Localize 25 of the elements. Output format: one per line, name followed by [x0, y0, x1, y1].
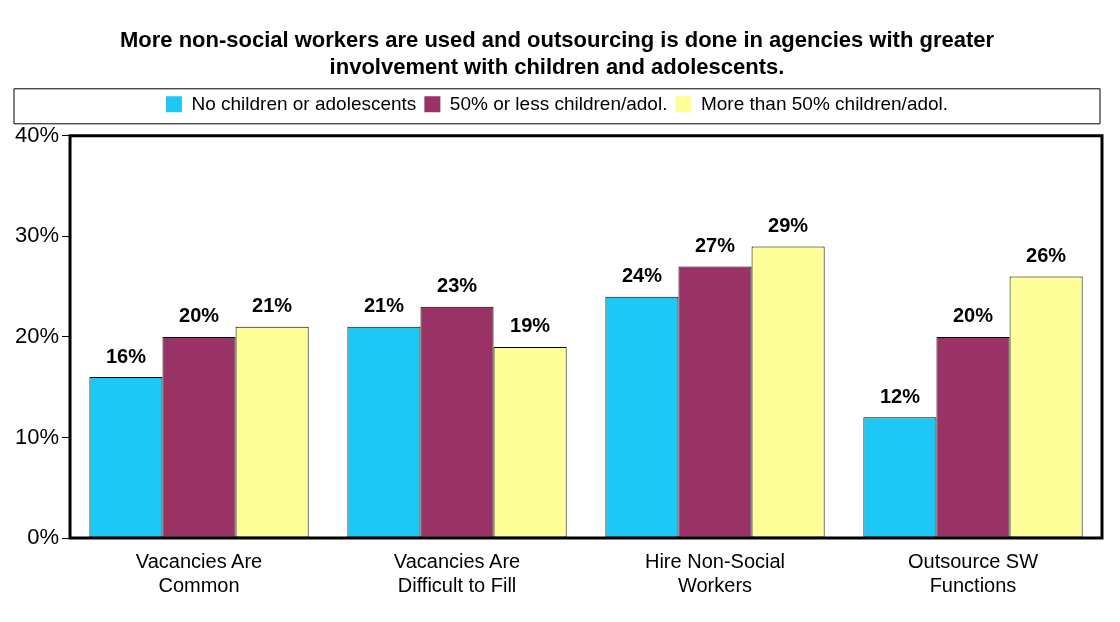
- data-label: 26%: [1026, 244, 1067, 267]
- x-tick-label: Hire Non-Social Workers: [644, 549, 786, 596]
- data-label: 24%: [621, 264, 663, 287]
- legend-label: 50% or less children/adol.: [449, 92, 668, 114]
- y-tick-label: 0%: [27, 524, 60, 550]
- data-label: 27%: [695, 234, 736, 257]
- y-tick-label: 10%: [14, 423, 60, 449]
- x-tick-label: Outsource SW Functions: [907, 549, 1039, 596]
- data-label: 21%: [252, 294, 293, 317]
- data-label: 19%: [510, 314, 551, 337]
- data-label: 20%: [952, 304, 994, 327]
- legend-label: More than 50% children/adol.: [700, 92, 949, 114]
- chart-title: More non-social workers are used and outsourcing is done in agencies with greater involvement with children and adolescents.: [119, 27, 995, 79]
- data-label: 21%: [363, 294, 405, 317]
- legend-label: No children or adolescents: [191, 92, 417, 114]
- x-tick-label: Vacancies Are Difficult to Fill: [393, 549, 521, 596]
- y-tick-label: 30%: [14, 222, 60, 248]
- data-label: 23%: [437, 274, 478, 297]
- y-tick-label: 20%: [14, 322, 60, 348]
- data-label: 20%: [179, 304, 220, 327]
- data-label: 16%: [105, 344, 147, 367]
- data-label: 12%: [879, 384, 921, 407]
- x-tick-label: Vacancies Are Common: [135, 549, 263, 596]
- y-tick-label: 40%: [14, 121, 60, 147]
- data-label: 29%: [768, 213, 809, 236]
